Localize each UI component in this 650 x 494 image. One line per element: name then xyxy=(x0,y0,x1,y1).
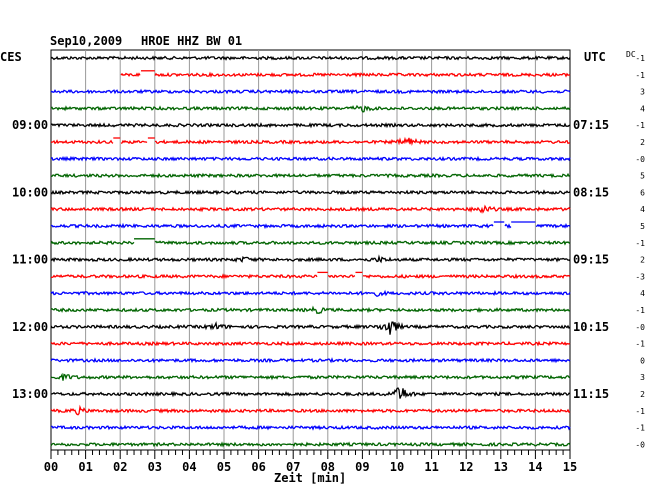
x-axis-title: Zeit [min] xyxy=(274,471,346,485)
x-tick-label: 10 xyxy=(390,460,404,474)
right-utc-label: 10:15 xyxy=(573,320,609,334)
x-tick-label: 01 xyxy=(78,460,92,474)
dc-offset-value: 3 xyxy=(640,88,645,97)
trace-1 xyxy=(50,55,571,61)
right-utc-label: 09:15 xyxy=(573,253,609,267)
dc-offset-value: -1 xyxy=(635,424,645,433)
trace-20 xyxy=(50,372,571,381)
dc-offset-value: -3 xyxy=(635,272,645,281)
x-tick-label: 14 xyxy=(528,460,542,474)
chart-station: HROE HHZ BW 01 xyxy=(141,34,242,48)
dc-offset-value: 0 xyxy=(640,356,645,365)
x-tick-label: 12 xyxy=(459,460,473,474)
right-utc-label: 07:15 xyxy=(573,118,609,132)
left-hour-label: 12:00 xyxy=(12,320,48,334)
dc-offset-value: -0 xyxy=(635,323,645,332)
x-tick-label: 13 xyxy=(494,460,508,474)
plot-frame xyxy=(50,49,571,451)
chart-date: Sep10,2009 xyxy=(50,34,122,48)
trace-22 xyxy=(50,404,571,416)
left-hour-label: 13:00 xyxy=(12,387,48,401)
right-utc-label: 11:15 xyxy=(573,387,609,401)
dc-offset-value: 6 xyxy=(640,188,645,197)
right-utc-label: 08:15 xyxy=(573,185,609,199)
dc-offset-header: DC xyxy=(626,50,636,59)
trace-12 xyxy=(50,239,571,246)
trace-6 xyxy=(51,136,571,146)
trace-15 xyxy=(50,289,571,298)
x-tick-label: 05 xyxy=(217,460,231,474)
dc-offset-value: 2 xyxy=(640,138,645,147)
dc-offset-value: 3 xyxy=(640,373,645,382)
dc-offset-value: -1 xyxy=(635,239,645,248)
x-tick-label: 15 xyxy=(563,460,577,474)
trace-19 xyxy=(50,357,571,364)
left-hour-label: 10:00 xyxy=(12,185,48,199)
trace-21 xyxy=(50,387,571,399)
dc-offset-value: -1 xyxy=(635,340,645,349)
dc-offset-value: -0 xyxy=(635,155,645,164)
dc-offset-value: -0 xyxy=(635,440,645,449)
trace-13 xyxy=(50,254,571,264)
dc-offset-value: 4 xyxy=(640,205,645,214)
trace-24 xyxy=(50,441,571,448)
trace-16 xyxy=(50,305,571,315)
x-tick-label: 02 xyxy=(113,460,127,474)
trace-17 xyxy=(50,320,571,335)
x-tick-label: 00 xyxy=(44,460,58,474)
trace-7 xyxy=(50,155,571,162)
x-tick-label: 11 xyxy=(424,460,438,474)
x-tick-label: 08 xyxy=(321,460,335,474)
x-tick-label: 04 xyxy=(182,460,196,474)
trace-3 xyxy=(50,88,571,95)
trace-11 xyxy=(51,222,571,230)
trace-4 xyxy=(50,104,571,113)
right-timezone-label: UTC xyxy=(584,50,606,64)
x-tick-label: 09 xyxy=(355,460,369,474)
dc-offset-value: 4 xyxy=(640,104,645,113)
left-timezone-label: CES xyxy=(0,50,22,64)
left-hour-label: 11:00 xyxy=(12,253,48,267)
side-labels: 09:00 10:00 11:00 12:00 13:00 07:15 08:15 09:15… xyxy=(12,54,645,449)
dc-offset-value: 4 xyxy=(640,289,645,298)
dc-offset-value: -1 xyxy=(635,54,645,63)
dc-offset-value: 2 xyxy=(640,390,645,399)
trace-18 xyxy=(50,340,571,347)
dc-offset-value: -1 xyxy=(635,407,645,416)
trace-8 xyxy=(50,172,571,179)
trace-2 xyxy=(120,71,571,78)
dc-offset-value: -1 xyxy=(635,306,645,315)
x-tick-label: 06 xyxy=(251,460,265,474)
grid xyxy=(50,49,571,451)
x-tick-label: 07 xyxy=(286,460,300,474)
dc-offset-value: -1 xyxy=(635,71,645,80)
dc-offset-value: 5 xyxy=(640,172,645,181)
x-tick-label: 03 xyxy=(148,460,162,474)
left-hour-label: 09:00 xyxy=(12,118,48,132)
trace-group xyxy=(50,55,571,448)
trace-9 xyxy=(50,189,571,196)
x-axis: 00 01 02 03 04 05 06 07 08 09 10 11 12 13 14 15 xyxy=(44,450,577,474)
trace-5 xyxy=(50,122,571,129)
trace-23 xyxy=(50,424,571,431)
trace-14 xyxy=(50,273,571,280)
dc-offset-value: -1 xyxy=(635,121,645,130)
dc-offset-value: 5 xyxy=(640,222,645,231)
trace-10 xyxy=(50,204,571,214)
dc-offset-value: 2 xyxy=(640,256,645,265)
